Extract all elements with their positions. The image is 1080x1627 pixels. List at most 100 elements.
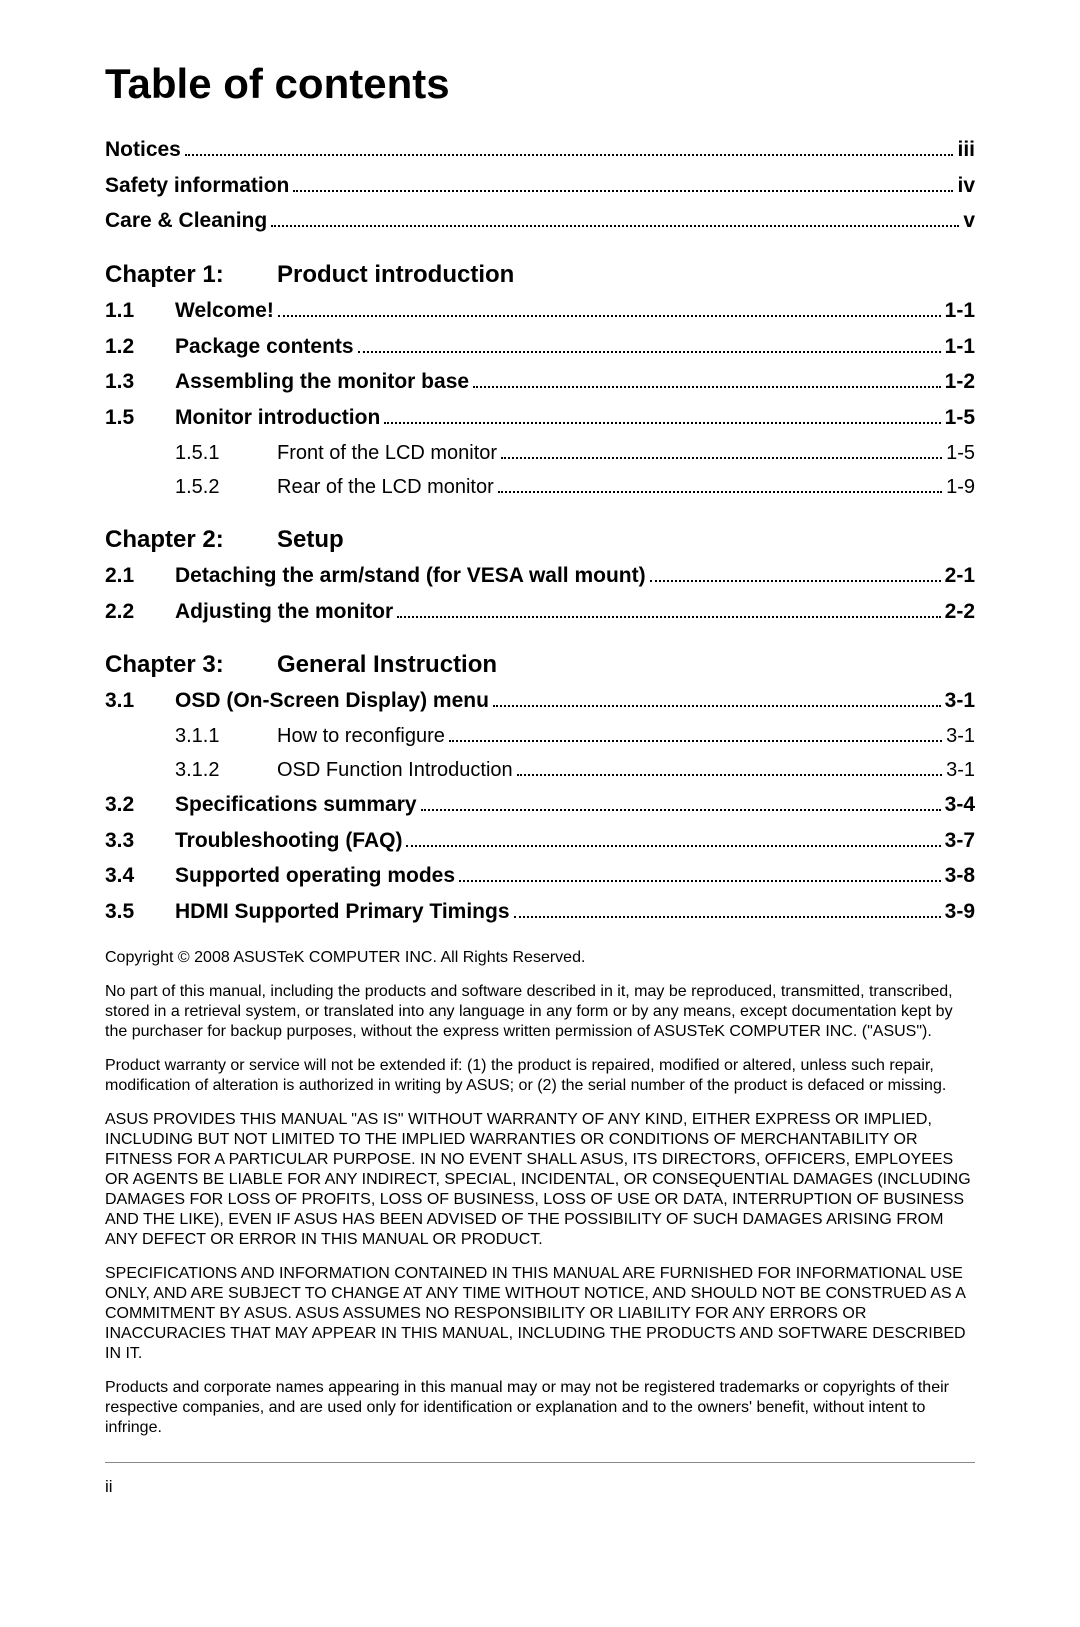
page-number: ii [105,1477,975,1497]
toc-leader-dots [493,705,941,707]
toc-entry-label: Troubleshooting (FAQ) [175,823,402,859]
toc-leader-dots [185,154,954,156]
toc-entry-number: 3.5 [105,894,175,930]
toc-entry-label: How to reconfigure [277,719,445,753]
toc-leader-dots [421,809,941,811]
toc-entry: 1.5.1Front of the LCD monitor 1-5 [105,436,975,470]
toc-leader-dots [449,740,942,742]
toc-front-matter: NoticesiiiSafety informationivCare & Cle… [105,132,975,239]
chapter-header: Chapter 3:General Instruction [105,651,975,679]
toc-entry-label: Detaching the arm/stand (for VESA wall m… [175,558,646,594]
toc-leader-dots [459,880,941,882]
toc-entry-label: Monitor introduction [175,400,380,436]
toc-entry-page: v [963,203,975,239]
toc-entry: 1.2Package contents1-1 [105,329,975,365]
toc-entry-label: Care & Cleaning [105,203,267,239]
toc-entry: 3.1.2OSD Function Introduction 3-1 [105,753,975,787]
toc-entry-number: 2.1 [105,558,175,594]
toc-leader-dots [384,422,940,424]
toc-entry-number: 2.2 [105,594,175,630]
toc-leader-dots [278,315,941,317]
toc-leader-dots [514,916,941,918]
toc-entry: 3.1.1How to reconfigure 3-1 [105,719,975,753]
toc-entry-number: 3.3 [105,823,175,859]
toc-entry-label: Notices [105,132,181,168]
chapter-title: Product introduction [277,261,514,289]
toc-entry: 2.1Detaching the arm/stand (for VESA wal… [105,558,975,594]
toc-entry: 1.5.2Rear of the LCD monitor1-9 [105,470,975,504]
legal-paragraph: ASUS PROVIDES THIS MANUAL "AS IS" WITHOU… [105,1110,975,1250]
toc-entry-page: 3-1 [946,719,975,753]
toc-entry-page: 1-2 [945,364,975,400]
toc-entry: 3.1OSD (On-Screen Display) menu 3-1 [105,683,975,719]
toc-entry-label: Assembling the monitor base [175,364,469,400]
toc-entry-label: Front of the LCD monitor [277,436,497,470]
legal-paragraph: SPECIFICATIONS AND INFORMATION CONTAINED… [105,1264,975,1364]
toc-leader-dots [501,457,942,459]
legal-paragraph: Products and corporate names appearing i… [105,1378,975,1438]
footer-rule [105,1462,975,1463]
chapter-title: General Instruction [277,651,497,679]
toc-entry-page: 1-5 [946,436,975,470]
toc-entry-label: Specifications summary [175,787,417,823]
toc-entry: Notices iii [105,132,975,168]
toc-entry-number: 3.1.1 [175,719,277,753]
chapter-number: Chapter 3: [105,651,277,679]
toc-entry: 3.2Specifications summary 3-4 [105,787,975,823]
toc-entry-page: 3-1 [946,753,975,787]
toc-entry: 1.5Monitor introduction 1-5 [105,400,975,436]
toc-entry-page: 1-1 [945,293,975,329]
legal-paragraph: No part of this manual, including the pr… [105,982,975,1042]
chapter-number: Chapter 2: [105,526,277,554]
toc-leader-dots [293,190,953,192]
toc-entry-page: 1-1 [945,329,975,365]
toc-entry-number: 1.5 [105,400,175,436]
toc-entry: 3.5HDMI Supported Primary Timings 3-9 [105,894,975,930]
toc-entry-number: 1.1 [105,293,175,329]
toc-entry-page: 1-9 [946,470,975,504]
chapter-header: Chapter 1:Product introduction [105,261,975,289]
toc-entry-label: OSD (On-Screen Display) menu [175,683,489,719]
toc-leader-dots [473,386,941,388]
legal-notices: Copyright © 2008 ASUSTeK COMPUTER INC. A… [105,948,975,1438]
toc-entry-page: iii [957,132,975,168]
toc-entry-label: HDMI Supported Primary Timings [175,894,510,930]
toc-entry: 1.1Welcome!1-1 [105,293,975,329]
toc-entry-page: 3-1 [945,683,975,719]
chapter-title: Setup [277,526,344,554]
toc-entry: 1.3Assembling the monitor base 1-2 [105,364,975,400]
toc-entry: Safety information iv [105,168,975,204]
toc-entry-label: Safety information [105,168,289,204]
toc-chapters: Chapter 1:Product introduction 1.1Welcome… [105,261,975,930]
toc-entry-label: Adjusting the monitor [175,594,393,630]
toc-entry-number: 1.2 [105,329,175,365]
toc-entry: 2.2Adjusting the monitor2-2 [105,594,975,630]
page-title: Table of contents [105,60,975,108]
toc-entry-page: 3-4 [945,787,975,823]
toc-entry-page: 3-7 [945,823,975,859]
toc-entry-number: 1.5.1 [175,436,277,470]
toc-entry-number: 3.1.2 [175,753,277,787]
toc-entry: 3.4Supported operating modes 3-8 [105,858,975,894]
toc-entry-label: Rear of the LCD monitor [277,470,494,504]
toc-entry-label: OSD Function Introduction [277,753,513,787]
toc-entry-page: 1-5 [945,400,975,436]
toc-entry: Care & Cleaning v [105,203,975,239]
toc-entry-number: 1.3 [105,364,175,400]
toc-entry: 3.3Troubleshooting (FAQ) 3-7 [105,823,975,859]
toc-leader-dots [271,225,959,227]
toc-entry-page: 2-1 [945,558,975,594]
toc-leader-dots [358,351,941,353]
toc-entry-page: iv [957,168,975,204]
toc-entry-label: Supported operating modes [175,858,455,894]
toc-leader-dots [406,845,940,847]
toc-entry-number: 3.2 [105,787,175,823]
chapter-header: Chapter 2:Setup [105,526,975,554]
toc-leader-dots [650,580,941,582]
toc-entry-page: 3-9 [945,894,975,930]
toc-entry-page: 3-8 [945,858,975,894]
legal-paragraph: Copyright © 2008 ASUSTeK COMPUTER INC. A… [105,948,975,968]
toc-entry-number: 3.4 [105,858,175,894]
toc-entry-number: 3.1 [105,683,175,719]
toc-leader-dots [517,774,942,776]
